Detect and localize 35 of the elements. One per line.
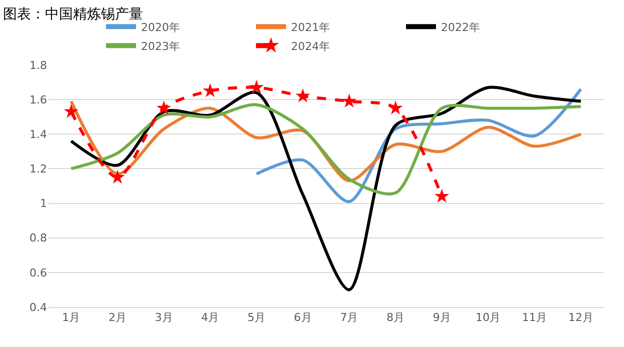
- point: [296, 88, 310, 102]
- x-tick-label: 3月: [154, 311, 173, 324]
- y-tick-label: 0.8: [30, 232, 47, 245]
- point: [434, 188, 450, 203]
- x-tick-label: 1月: [62, 311, 80, 324]
- legend-label: 2021年: [291, 20, 330, 34]
- x-tick-label: 7月: [340, 311, 358, 324]
- x-tick-label: 5月: [248, 311, 266, 324]
- x-tick-label: 6月: [294, 311, 312, 324]
- point: [388, 100, 403, 114]
- point: [110, 170, 125, 184]
- point: [342, 94, 356, 108]
- x-tick-label: 4月: [201, 311, 220, 324]
- x-tick-label: 2月: [108, 311, 126, 324]
- legend-label: 2022年: [441, 20, 480, 34]
- legend-label: 2024年: [291, 40, 330, 53]
- x-tick-label: 10月: [476, 311, 501, 324]
- x-tick-label: 11月: [522, 311, 547, 324]
- x-tick-label: 9月: [432, 311, 451, 324]
- legend-label: 2020年: [141, 20, 180, 34]
- y-tick-label: 0.6: [30, 266, 47, 280]
- point: [249, 80, 264, 94]
- point: [64, 104, 78, 118]
- y-tick-label: 0.4: [30, 300, 47, 314]
- line-series: [255, 88, 582, 204]
- x-tick-label: 12月: [568, 311, 594, 324]
- y-tick-label: 1.6: [30, 93, 47, 106]
- chart-title: 图表：中国精炼锡产量: [3, 6, 144, 22]
- y-tick-label: 1.8: [30, 58, 47, 72]
- y-tick-label: 1.2: [30, 162, 47, 176]
- x-tick-label: 8月: [386, 311, 404, 324]
- y-tick-label: 1.4: [30, 128, 47, 141]
- point: [156, 100, 172, 114]
- y-tick-label: 1: [40, 197, 47, 210]
- legend-label: 2023年: [141, 40, 180, 53]
